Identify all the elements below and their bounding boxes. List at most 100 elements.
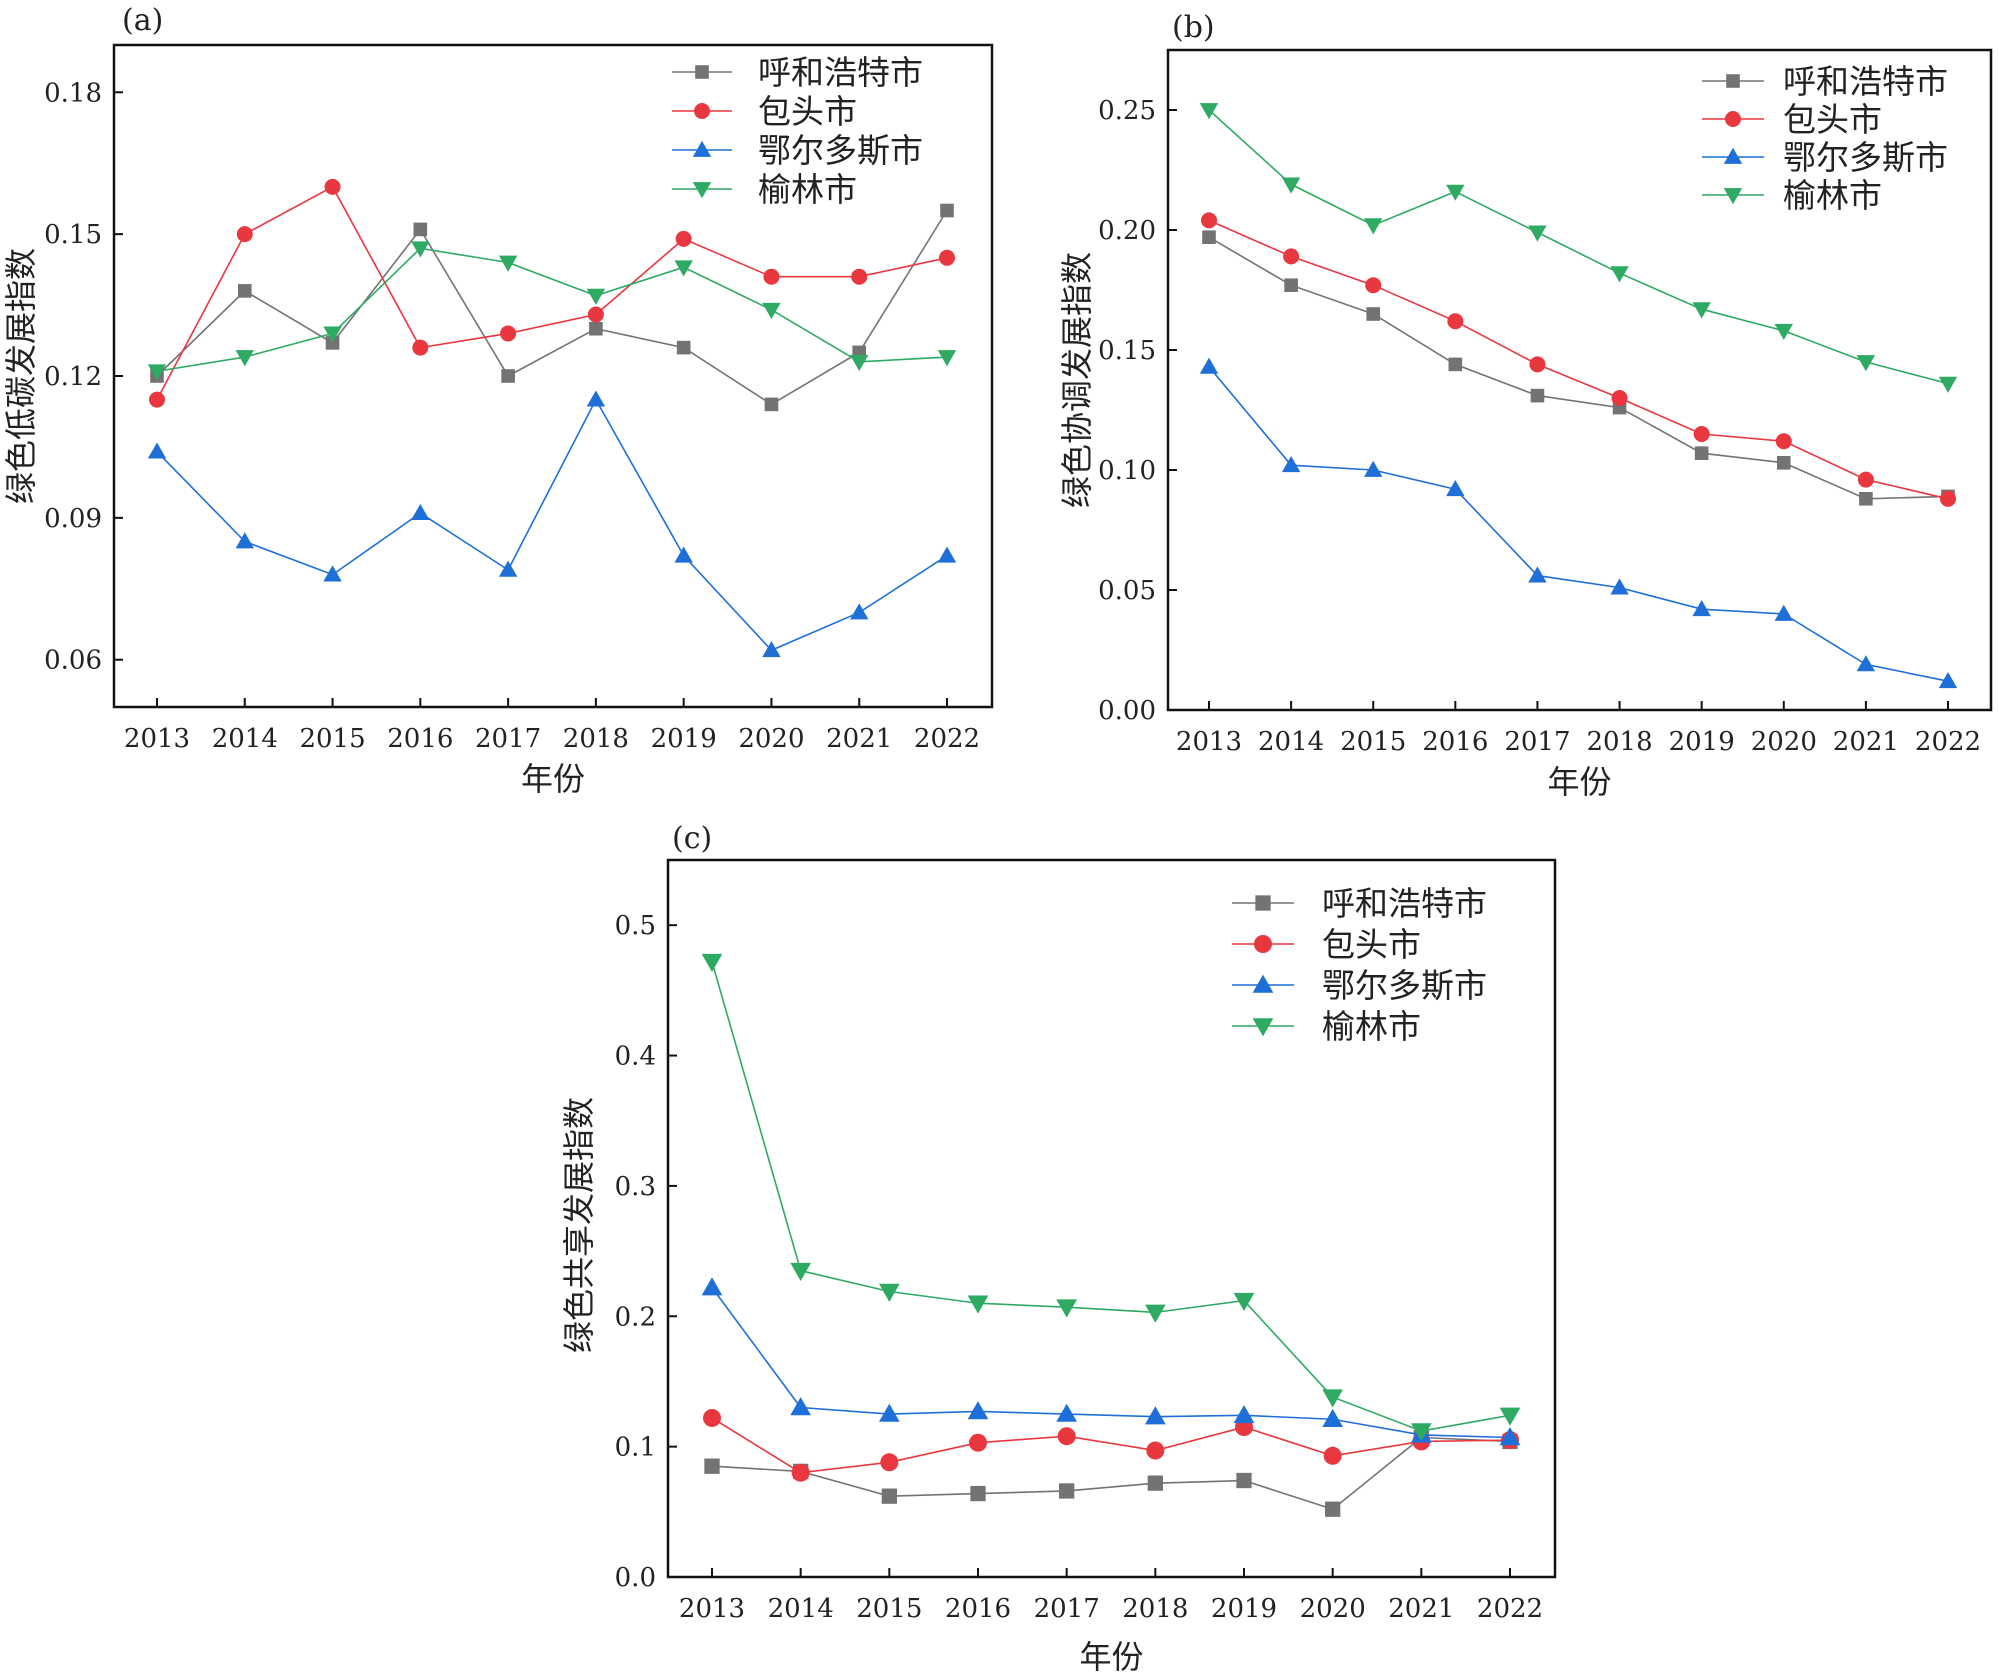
series-line-ordos: [1208, 366, 1949, 682]
y-tick-label: 0.0: [615, 1563, 656, 1593]
x-tick-label: 2022: [1915, 727, 1981, 757]
series-line-baotou: [156, 185, 948, 401]
data-point-yulin: [1322, 1389, 1344, 1408]
x-tick-label: 2018: [563, 724, 629, 754]
x-tick-label: 2017: [1034, 1594, 1100, 1624]
data-point-baotou: [880, 1453, 899, 1472]
y-tick-label: 0.2: [615, 1302, 656, 1332]
data-point-baotou: [791, 1463, 810, 1482]
data-point-ordos: [1199, 357, 1219, 374]
x-tick-label: 2013: [124, 724, 190, 754]
data-point-ordos: [674, 546, 693, 563]
data-point-ordos: [762, 641, 781, 658]
data-point-yulin: [1528, 225, 1547, 242]
x-tick-label: 2020: [1300, 1594, 1366, 1624]
legend-marker-baotou: [694, 103, 710, 119]
data-point-baotou: [1693, 426, 1710, 442]
legend-label-ordos: 鄂尔多斯市: [758, 131, 923, 170]
x-tick-label: 2021: [1388, 1594, 1454, 1624]
series-line-yulin: [156, 247, 948, 373]
data-point-huhehaote: [1776, 456, 1791, 470]
data-point-ordos: [1446, 480, 1465, 497]
data-point-baotou: [1365, 277, 1382, 294]
x-tick-label: 2013: [679, 1594, 745, 1624]
data-point-baotou: [1201, 212, 1217, 229]
data-point-yulin: [586, 288, 606, 305]
y-tick-label: 0.4: [615, 1042, 656, 1072]
data-point-baotou: [1283, 248, 1300, 265]
x-tick-label: 2018: [1586, 727, 1652, 757]
chart-panel-c: (c) 0.0 0.1 0.2 0.3 0.4 0.5 2013 2014 2015 2016 201…: [560, 821, 1557, 1676]
data-point-ordos: [967, 1401, 989, 1420]
y-tick-label: 0.06: [44, 646, 102, 676]
series-line-huhehaote: [156, 210, 948, 406]
x-tick-label: 2017: [475, 724, 541, 754]
data-point-yulin: [937, 350, 957, 367]
data-point-ordos: [1774, 604, 1793, 621]
data-point-ordos: [1322, 1408, 1344, 1428]
data-point-yulin: [701, 953, 723, 973]
y-tick-label: 0.10: [1098, 456, 1156, 486]
legend-label-baotou: 包头市: [1322, 925, 1421, 964]
series-line-ordos: [711, 1287, 1511, 1439]
legend-marker-ordos: [1723, 147, 1743, 164]
data-point-ordos: [937, 546, 957, 563]
data-point-ordos: [323, 565, 342, 582]
data-point-ordos: [701, 1277, 723, 1296]
data-point-yulin: [235, 350, 254, 367]
data-point-huhehaote: [237, 284, 252, 298]
data-point-baotou: [149, 391, 165, 408]
data-point-yulin: [147, 364, 167, 381]
legend-marker-yulin: [1723, 188, 1743, 205]
data-point-yulin: [1610, 266, 1629, 283]
data-point-ordos: [1056, 1403, 1078, 1422]
data-point-ordos: [1499, 1427, 1521, 1446]
y-tick-label: 0.25: [1098, 96, 1156, 126]
data-point-yulin: [1692, 302, 1711, 319]
x-tick-label: 2017: [1504, 727, 1570, 757]
legend-marker-huhehaote: [1726, 74, 1740, 88]
data-point-baotou: [236, 226, 253, 243]
legend-marker-ordos: [692, 140, 712, 157]
legend-marker-yulin: [1252, 1018, 1274, 1037]
data-point-yulin: [790, 1262, 812, 1281]
data-point-yulin: [1410, 1423, 1432, 1442]
data-point-yulin: [1364, 218, 1383, 235]
data-point-yulin: [878, 1283, 900, 1302]
data-point-huhehaote: [1147, 1475, 1163, 1491]
x-tick-label: 2014: [212, 724, 278, 754]
y-tick-label: 0.3: [615, 1172, 656, 1202]
y-axis-title: 绿色低碳发展指数: [2, 248, 40, 504]
data-point-huhehaote: [413, 222, 428, 237]
panel-label: (c): [672, 821, 712, 856]
data-point-baotou: [1611, 390, 1628, 406]
data-point-baotou: [500, 325, 517, 342]
legend-label-ordos: 鄂尔多斯市: [1322, 966, 1487, 1005]
x-tick-label: 2016: [387, 724, 453, 754]
data-point-huhehaote: [325, 336, 340, 350]
data-point-yulin: [762, 302, 781, 319]
data-point-baotou: [703, 1408, 721, 1427]
data-point-baotou: [851, 268, 868, 285]
data-point-huhehaote: [1325, 1501, 1341, 1517]
data-point-yulin: [1856, 355, 1876, 372]
x-tick-label: 2019: [651, 724, 717, 754]
data-point-huhehaote: [764, 397, 779, 412]
x-tick-label: 2016: [945, 1594, 1011, 1624]
y-axis-title: 绿色协调发展指数: [1058, 252, 1096, 508]
data-point-huhehaote: [501, 369, 515, 383]
y-tick-label: 0.20: [1098, 216, 1156, 246]
data-point-yulin: [1774, 323, 1793, 340]
y-tick-label: 0.12: [44, 362, 102, 392]
data-point-yulin: [1056, 1299, 1078, 1318]
data-point-huhehaote: [1284, 278, 1298, 292]
data-point-ordos: [1528, 566, 1547, 583]
series-line-yulin: [1208, 109, 1949, 385]
y-tick-label: 0.15: [44, 220, 102, 250]
data-point-yulin: [498, 255, 518, 272]
data-point-baotou: [587, 306, 604, 323]
data-point-huhehaote: [1202, 230, 1216, 244]
legend-marker-ordos: [1252, 974, 1274, 993]
data-point-huhehaote: [1448, 357, 1463, 372]
data-point-huhehaote: [940, 203, 954, 218]
